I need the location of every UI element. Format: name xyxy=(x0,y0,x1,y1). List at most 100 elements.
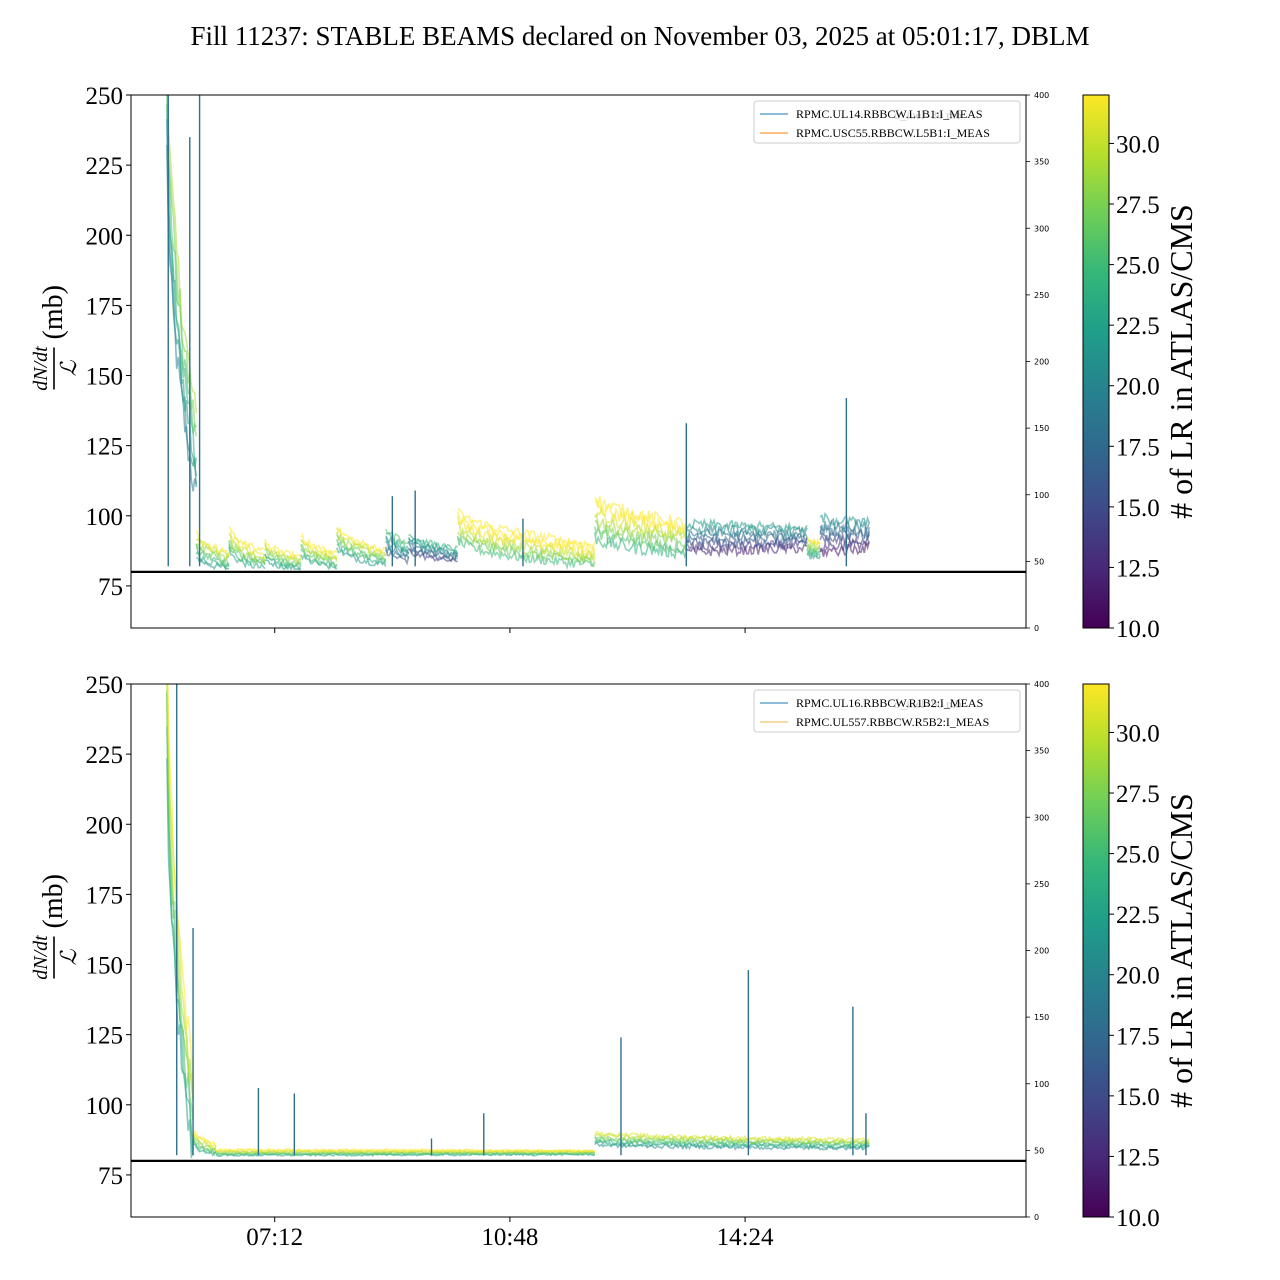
y-label-unit: (mb) xyxy=(38,285,69,339)
y-axis-label: dN/dt ℒ (mb) xyxy=(30,874,81,980)
x-tick-label: 10:48 xyxy=(481,1224,538,1251)
legend-box xyxy=(753,100,1021,144)
data-band-segment xyxy=(407,533,459,563)
y2-tick-label: 300 xyxy=(1034,813,1049,822)
data-band-segment xyxy=(166,684,194,1159)
data-band-segment xyxy=(195,529,230,571)
series-trace xyxy=(300,548,338,570)
y-tick-label: 125 xyxy=(86,434,124,461)
y-tick-label: 150 xyxy=(86,953,124,980)
data-band-segment xyxy=(264,538,302,572)
y-label-numerator: dN/dt xyxy=(30,346,52,391)
colorbar-tick-label: 17.5 xyxy=(1116,1023,1160,1050)
y-label-denominator: ℒ xyxy=(56,948,81,965)
axes-frame xyxy=(130,683,1027,1218)
plot-area xyxy=(166,95,870,572)
series-trace xyxy=(457,508,596,549)
x-tick-label: 14:24 xyxy=(717,1224,774,1251)
series-trace xyxy=(264,549,302,566)
series-trace xyxy=(408,547,458,563)
colorbar-tick-label: 15.0 xyxy=(1116,495,1160,522)
data-band-segment xyxy=(685,517,808,559)
series-trace xyxy=(385,549,410,566)
colorbar-tick-label: 22.5 xyxy=(1116,902,1160,929)
plot-area xyxy=(166,684,870,1159)
series-trace xyxy=(195,550,230,571)
series-trace xyxy=(192,1129,217,1147)
y2-tick-label: 150 xyxy=(1034,1013,1049,1022)
y2-tick-label: 50 xyxy=(1034,557,1044,566)
y2-tick-label: 250 xyxy=(1034,880,1049,889)
colorbar-gradient xyxy=(1082,94,1110,629)
y-tick-label: 150 xyxy=(86,364,124,391)
series-trace xyxy=(407,540,459,559)
colorbar-tick-label: 25.0 xyxy=(1116,253,1160,280)
series-trace xyxy=(195,529,230,557)
colorbar-tick-label: 20.0 xyxy=(1116,963,1160,990)
data-band-segment xyxy=(166,95,198,492)
series-trace xyxy=(594,1131,870,1144)
y-tick-label: 100 xyxy=(86,1093,124,1120)
series-trace xyxy=(686,537,808,555)
colorbar-tick-label: 12.5 xyxy=(1116,555,1160,582)
y2-tick-label: 250 xyxy=(1034,291,1049,300)
y2-tick-label: 0 xyxy=(1034,1213,1039,1222)
data-band-segment xyxy=(594,496,688,561)
series-trace xyxy=(594,496,687,532)
y2-tick-label: 100 xyxy=(1034,491,1049,500)
series-trace xyxy=(456,535,595,568)
series-trace xyxy=(385,540,410,560)
series-trace xyxy=(685,523,808,539)
series-trace xyxy=(806,543,821,555)
colorbar-tick-label: 27.5 xyxy=(1116,192,1160,219)
colorbar: 10.0 12.5 15.0 17.5 20.0 22.5 25.0 27.5 30.0 # of… xyxy=(1082,94,1199,643)
series-trace xyxy=(594,1140,870,1150)
colorbar-label: # of LR in ATLAS/CMS xyxy=(1163,793,1199,1108)
series-trace xyxy=(594,505,688,541)
colorbar-tick-label: 20.0 xyxy=(1116,374,1160,401)
y-tick-label: 250 xyxy=(86,672,124,699)
colorbar-tick-label: 30.0 xyxy=(1116,720,1160,747)
series-trace xyxy=(407,536,459,555)
series-trace xyxy=(456,515,596,559)
y-tick-label: 175 xyxy=(86,882,124,909)
series-trace xyxy=(806,535,821,547)
colorbar-tick-label: 15.0 xyxy=(1116,1084,1160,1111)
legend-entry: RPMC.UL557.RBBCW.R5B2:I_MEAS xyxy=(796,715,989,729)
colorbar: 10.0 12.5 15.0 17.5 20.0 22.5 25.0 27.5 30.0 # of… xyxy=(1082,683,1199,1232)
series-trace xyxy=(192,1137,217,1153)
y2-tick-label: 0 xyxy=(1034,624,1039,633)
y-tick-label: 200 xyxy=(86,812,124,839)
series-trace xyxy=(336,525,387,555)
series-trace xyxy=(195,537,230,560)
y-tick-label: 200 xyxy=(86,223,124,250)
data-band-segment xyxy=(456,508,596,571)
y-axis-label: dN/dt ℒ (mb) xyxy=(30,285,81,391)
series-trace xyxy=(806,552,821,560)
series-trace xyxy=(192,1138,217,1157)
series-trace xyxy=(215,1149,596,1154)
series-trace xyxy=(594,525,688,555)
colorbar-label: # of LR in ATLAS/CMS xyxy=(1163,204,1199,519)
figure-title: Fill 11237: STABLE BEAMS declared on Nov… xyxy=(190,21,1089,51)
y2-tick-label: 50 xyxy=(1034,1146,1044,1155)
colorbar-tick-label: 27.5 xyxy=(1116,781,1160,808)
legend-overlap-text: σ_inel=80 mb xyxy=(894,108,962,122)
colorbar-tick-label: 12.5 xyxy=(1116,1144,1160,1171)
series-trace xyxy=(228,539,266,564)
series-trace xyxy=(819,541,870,559)
legend-box xyxy=(753,689,1021,733)
data-band-segment xyxy=(385,528,410,566)
series-trace xyxy=(166,118,198,488)
series-trace xyxy=(819,533,870,549)
series-trace xyxy=(228,526,266,552)
y2-tick-label: 200 xyxy=(1034,358,1049,367)
data-band-segment xyxy=(594,1131,870,1152)
y-label-numerator: dN/dt xyxy=(30,935,52,980)
series-trace xyxy=(192,1132,216,1152)
y2-tick-label: 200 xyxy=(1034,947,1049,956)
series-trace xyxy=(336,534,387,562)
